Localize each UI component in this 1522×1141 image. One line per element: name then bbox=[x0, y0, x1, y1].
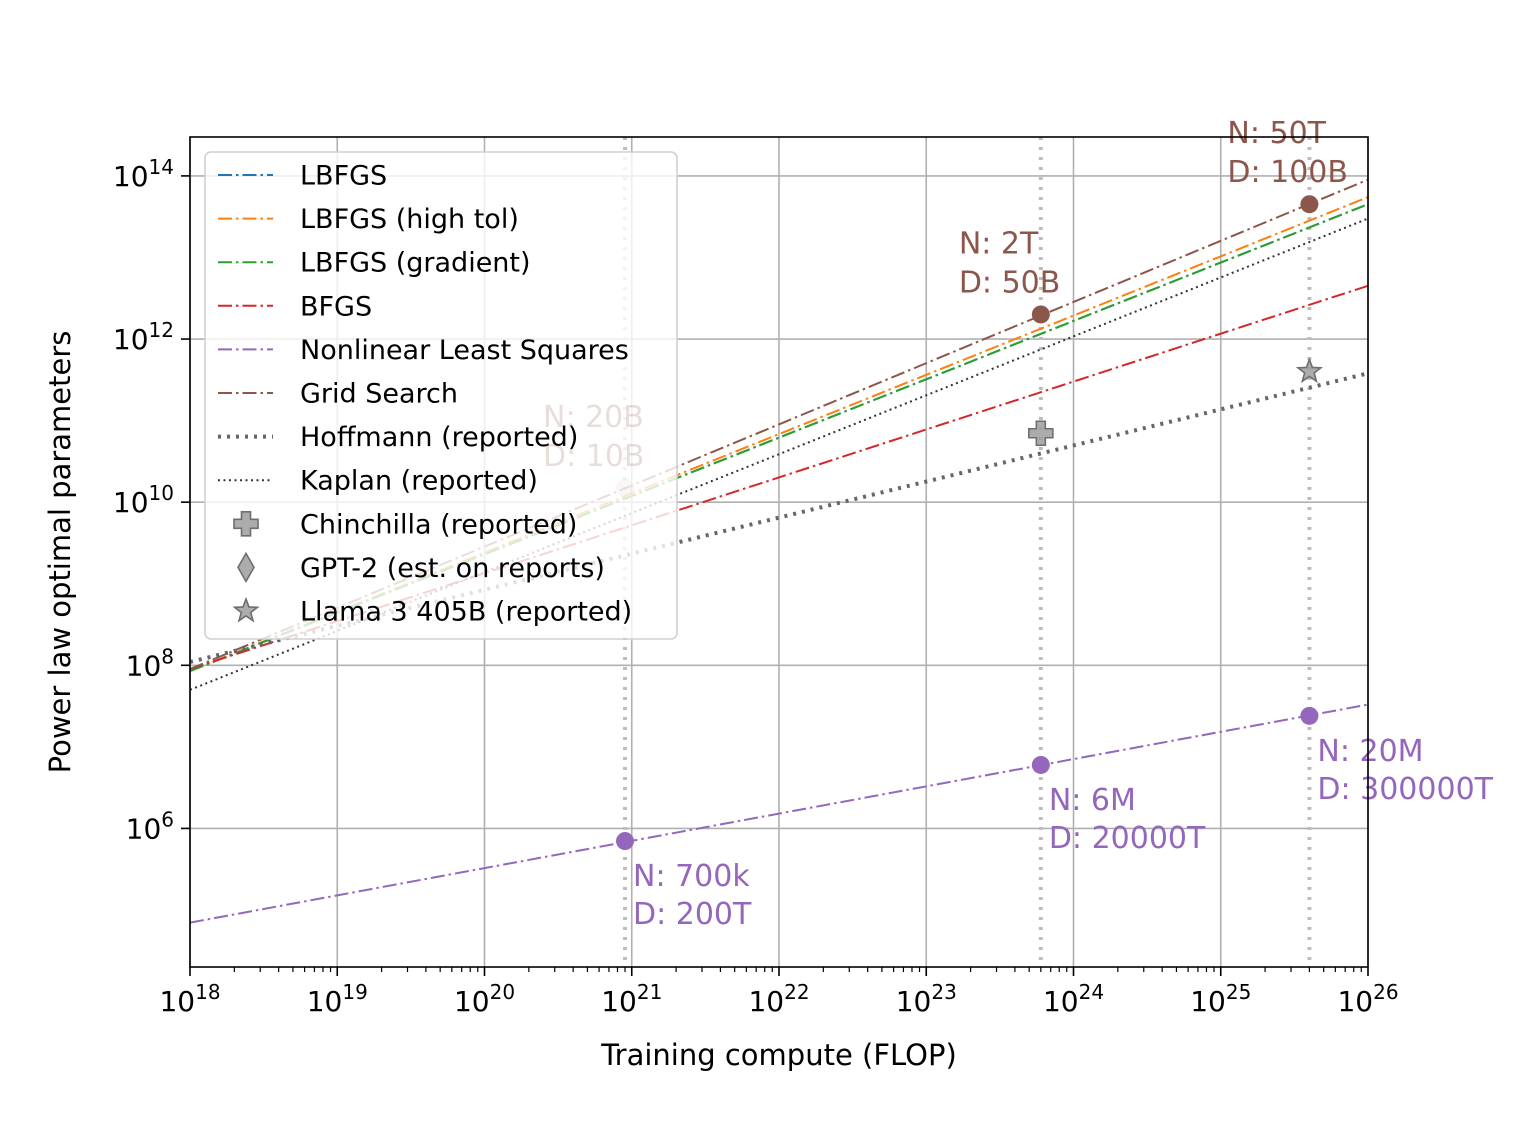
point-annotation-d: D: 20000T bbox=[1049, 821, 1206, 856]
series-line-lbfgs-gradient bbox=[189, 203, 1369, 672]
legend-label-lbfgs-gradient: LBFGS (gradient) bbox=[300, 248, 531, 279]
series-line-lbfgs-high-tol bbox=[189, 196, 1369, 672]
y-tick-label: 1014 bbox=[113, 155, 174, 193]
legend-label-chinchilla-reported: Chinchilla (reported) bbox=[300, 509, 577, 540]
point-annotations: N: 20B D: 10B N: 2T D: 50B N: 50T D: 100B N: 7… bbox=[543, 116, 1494, 932]
x-tick-label: 1018 bbox=[159, 980, 220, 1018]
highlight-point-nonlinear-least-squares bbox=[1300, 706, 1319, 725]
point-annotation-d: D: 100B bbox=[1227, 155, 1348, 190]
legend-label-kaplan-reported: Kaplan (reported) bbox=[300, 466, 538, 497]
marker-chinchilla-reported bbox=[1028, 420, 1054, 447]
point-annotation-n: N: 20B bbox=[543, 400, 644, 435]
highlight-point-nonlinear-least-squares bbox=[616, 832, 635, 851]
highlight-point-grid-search bbox=[1300, 195, 1319, 214]
vertical-reference-lines bbox=[623, 137, 1312, 967]
x-tick-label: 1020 bbox=[454, 980, 515, 1018]
marker-llama-3-405b-reported bbox=[1295, 357, 1324, 384]
highlight-point-nonlinear-least-squares bbox=[1031, 755, 1050, 774]
series-line-nonlinear-least-squares bbox=[189, 703, 1369, 924]
y-tick-label: 108 bbox=[126, 644, 174, 682]
x-tick-label: 1021 bbox=[601, 980, 662, 1018]
legend-label-lbfgs-high-tol: LBFGS (high tol) bbox=[300, 204, 519, 235]
axis-ticks: 1018 1019 1020 1021 1022 1023 1024 1025 1026 106 1… bbox=[113, 155, 1399, 1018]
point-annotation-n: N: 6M bbox=[1049, 783, 1136, 818]
legend-marker-llama-3-405b-reported bbox=[232, 596, 260, 623]
point-annotation-d: D: 200T bbox=[633, 897, 752, 932]
legend-marker-chinchilla-reported bbox=[233, 511, 259, 537]
y-tick-label: 1010 bbox=[113, 481, 174, 519]
point-annotation-n: N: 20M bbox=[1317, 734, 1423, 769]
point-annotation-n: N: 50T bbox=[1227, 116, 1326, 151]
legend-label-hoffmann-reported: Hoffmann (reported) bbox=[300, 422, 578, 453]
legend-label-llama-3-405b-reported: Llama 3 405B (reported) bbox=[300, 597, 632, 628]
point-annotation-d: D: 10B bbox=[543, 439, 645, 474]
x-tick-label: 1026 bbox=[1337, 980, 1398, 1018]
legend-label-bfgs: BFGS bbox=[300, 291, 372, 322]
y-axis-label: Power law optimal parameters bbox=[43, 331, 77, 774]
x-tick-label: 1024 bbox=[1043, 980, 1104, 1018]
legend-marker-gpt-2-est-on-reports bbox=[237, 551, 255, 584]
series-line-grid-search bbox=[189, 178, 1369, 670]
legend: LBFGS LBFGS (high tol) LBFGS (gradient) BFG… bbox=[204, 151, 678, 640]
legend-box bbox=[204, 151, 678, 640]
legend-label-grid-search: Grid Search bbox=[300, 379, 458, 410]
legend-label-gpt-2-est-on-reports: GPT-2 (est. on reports) bbox=[300, 553, 605, 584]
x-tick-label: 1023 bbox=[896, 980, 957, 1018]
series-line-hoffmann-reported bbox=[189, 371, 1369, 664]
x-axis-label: Training compute (FLOP) bbox=[600, 1038, 957, 1072]
point-annotation-d: D: 300000T bbox=[1317, 772, 1493, 807]
x-tick-label: 1019 bbox=[307, 980, 368, 1018]
series-line-kaplan-reported bbox=[189, 217, 1369, 691]
y-tick-label: 106 bbox=[126, 807, 174, 845]
y-tick-label: 1012 bbox=[113, 318, 174, 356]
x-tick-label: 1025 bbox=[1190, 980, 1251, 1018]
point-annotation-n: N: 2T bbox=[959, 226, 1039, 261]
point-annotation-n: N: 700k bbox=[633, 859, 750, 894]
legend-label-lbfgs: LBFGS bbox=[300, 161, 387, 192]
reported-markers bbox=[1028, 357, 1324, 447]
highlight-point-grid-search bbox=[1031, 305, 1050, 324]
point-annotation-d: D: 50B bbox=[959, 265, 1061, 300]
x-tick-label: 1022 bbox=[748, 980, 809, 1018]
legend-label-nonlinear-least-squares: Nonlinear Least Squares bbox=[300, 335, 629, 366]
